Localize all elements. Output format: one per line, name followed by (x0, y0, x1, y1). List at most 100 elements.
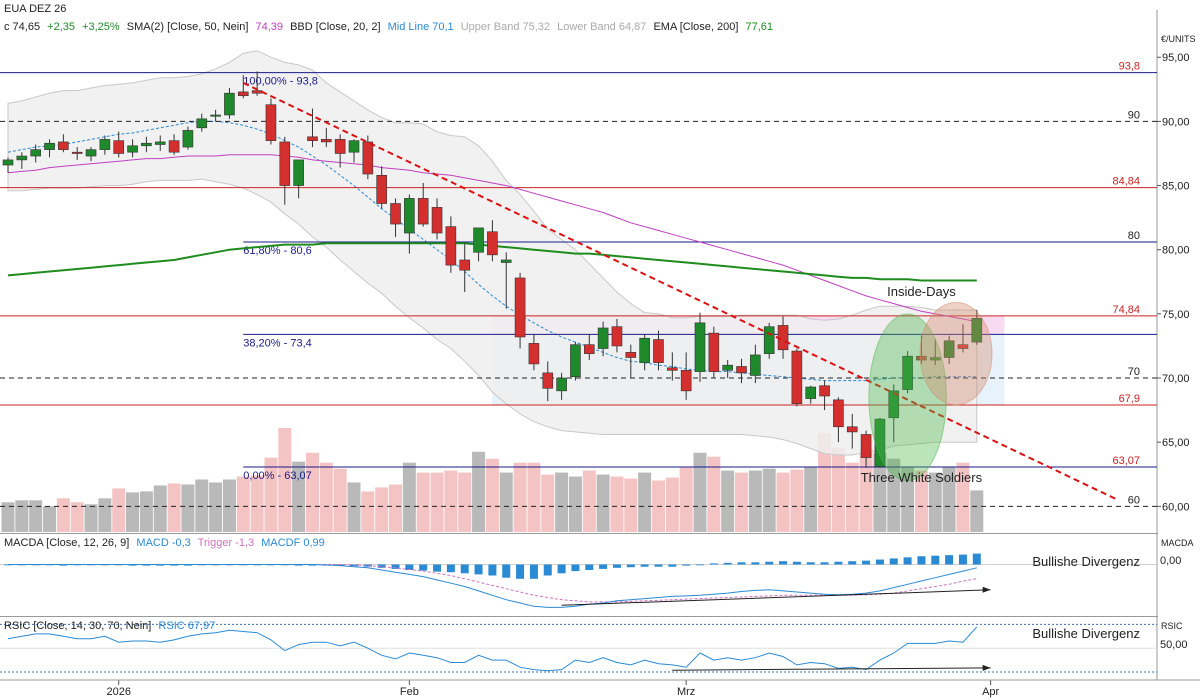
volume-bar (333, 468, 347, 532)
level-label: 74,84 (1112, 304, 1140, 316)
candle (210, 114, 221, 117)
macd-histogram-bar (972, 553, 981, 565)
volume-bar (928, 472, 942, 532)
volume-bar (499, 472, 513, 532)
macd-header: MACDA [Close, 12, 26, 9] MACD -0,3 Trigg… (4, 537, 329, 549)
candle (570, 344, 581, 378)
macd-histogram-bar (931, 555, 940, 565)
volume-bar (970, 490, 984, 532)
volume-bar (292, 461, 306, 532)
macd-histogram-bar (529, 564, 538, 579)
macd-histogram-bar (875, 559, 884, 565)
candle (16, 155, 28, 161)
volume-bar (236, 476, 250, 532)
volume-bar (776, 472, 790, 532)
candle (639, 337, 650, 363)
macd-histogram-bar (820, 562, 829, 565)
volume-bar (29, 500, 43, 532)
volume-bar (485, 458, 499, 532)
macd-histogram-bar (156, 564, 165, 566)
candle (279, 141, 291, 186)
candle (487, 231, 498, 256)
y-tick-label: 90,00 (1162, 116, 1190, 128)
volume-bar (527, 462, 541, 532)
volume-bar (610, 476, 624, 532)
candle (583, 344, 595, 354)
level-label: 67,9 (1119, 393, 1140, 405)
macd-separator (0, 533, 1158, 534)
sma-value: 74,39 (255, 21, 283, 33)
volume-bar (195, 479, 209, 532)
macd-panel-label: MACDA (1161, 538, 1194, 548)
volume-bar (15, 500, 29, 532)
macd-histogram-bar (294, 564, 303, 566)
macd-histogram-bar (612, 564, 621, 568)
macd-histogram-bar (557, 564, 566, 574)
level-label: 90 (1128, 109, 1140, 121)
bbd-mid: Mid Line 70,1 (387, 21, 454, 33)
volume-bar (209, 482, 223, 532)
macd-histogram-bar (363, 564, 372, 567)
x-axis-label: 2026 (106, 686, 130, 698)
candle (957, 344, 969, 349)
macd-histogram-bar (834, 561, 843, 565)
macd-histogram-bar (903, 557, 912, 565)
candle (307, 136, 318, 141)
candle (44, 142, 55, 150)
macd-histogram-bar (391, 564, 400, 569)
macd-histogram-bar (308, 564, 317, 566)
fib-side-label: 93,8 (1119, 61, 1140, 73)
candle (445, 226, 457, 266)
price-change-pct: +3,25% (82, 21, 120, 33)
candle (196, 118, 208, 129)
macd-histogram-bar (170, 564, 179, 566)
candle (141, 142, 152, 147)
volume-bar (430, 472, 444, 532)
macd-histogram-bar (640, 564, 649, 567)
candle (667, 367, 678, 371)
volume-bar (98, 498, 112, 532)
macd-histogram-bar (488, 564, 497, 576)
volume-bar (624, 478, 638, 532)
macd-histogram-bar (654, 564, 663, 567)
fib-label: 100,00% - 93,8 (243, 76, 318, 88)
candle (58, 141, 69, 150)
ema-label: EMA [Close, 200] (653, 21, 739, 33)
y-tick-label: 80,00 (1162, 245, 1190, 257)
y-tick-label: 65,00 (1162, 437, 1190, 449)
rsi-label: RSIC [Close, 14, 30, 70, Nein] (4, 620, 152, 632)
candle (763, 326, 775, 354)
candle (791, 350, 803, 404)
macd-histogram-bar (917, 556, 926, 565)
y-tick-label: 60,00 (1162, 501, 1190, 513)
macd-histogram-bar (446, 564, 455, 573)
macd-label: MACDA [Close, 12, 26, 9] (4, 537, 130, 549)
candle (597, 327, 609, 349)
volume-bar (568, 476, 582, 532)
volume-bar (762, 468, 776, 532)
macd-trigger: Trigger -1,3 (197, 537, 255, 549)
macd-histogram-bar (474, 564, 483, 575)
level-label: 84,84 (1112, 176, 1140, 188)
volume-bar (319, 462, 333, 532)
candle (127, 145, 138, 153)
candle (736, 366, 747, 374)
macd-histogram-bar (460, 564, 469, 574)
candle (943, 340, 955, 358)
candle (708, 332, 720, 372)
volume-bar (541, 474, 555, 532)
macd-histogram-bar (543, 564, 552, 576)
macd-histogram-bar (765, 561, 774, 565)
volume-bar (790, 469, 804, 532)
candle (888, 390, 900, 419)
pattern-highlight-0 (868, 313, 947, 482)
indicator-header: c 74,65 +2,35 +3,25% SMA(2) [Close, 50, … (4, 21, 777, 33)
candle (293, 159, 304, 186)
macd-histogram-bar (59, 564, 68, 566)
volume-bar (472, 451, 486, 532)
macd-histogram-bar (128, 564, 137, 566)
candle (251, 90, 263, 94)
volume-bar (56, 498, 70, 532)
macd-histogram-bar (516, 564, 525, 579)
